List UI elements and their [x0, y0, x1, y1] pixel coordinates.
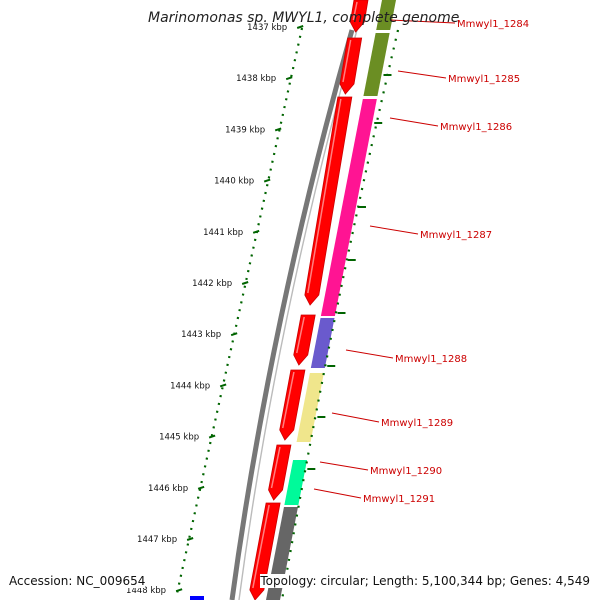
- ruler-tick-label: 1437 kbp: [247, 23, 287, 33]
- ruler-tick-label: 1447 kbp: [137, 535, 177, 545]
- gene-label-mmwyl1_1284: Mmwyl1_1284: [457, 19, 529, 30]
- cds-arrow: [304, 96, 353, 306]
- gene-leader-line: [369, 225, 419, 235]
- cds-arrow: [293, 314, 316, 366]
- gene-leader-line: [389, 117, 439, 127]
- cds-highlight: [281, 371, 295, 429]
- cds-highlight: [270, 446, 281, 489]
- feature-track: [190, 0, 400, 600]
- ruler-tick-label: 1444 kbp: [170, 381, 210, 391]
- gene-leader-line: [397, 70, 447, 79]
- ruler-tick-label: 1442 kbp: [192, 279, 232, 289]
- cds-arrow: [279, 369, 306, 441]
- ruler-dotted-line: [174, 27, 304, 599]
- feature-block: [293, 447, 310, 458]
- cds-highlight: [252, 504, 270, 589]
- cds-highlight: [352, 1, 358, 21]
- gene-leader-line: [313, 488, 362, 499]
- ruler-tick: [230, 332, 238, 337]
- cds-track: [249, 0, 369, 600]
- gene-leader-line: [331, 412, 380, 423]
- feature-block: [320, 99, 377, 316]
- kbp-ruler: 1437 kbp 1438 kbp 1439 kbp 1440 kbp 1441 kbp…: [126, 23, 304, 599]
- gene-label-mmwyl1_1287: Mmwyl1_1287: [420, 230, 492, 241]
- gene-label-mmwyl1_1290: Mmwyl1_1290: [370, 466, 442, 477]
- cds-highlight: [295, 316, 305, 354]
- gene-label-mmwyl1_1288: Mmwyl1_1288: [395, 354, 467, 365]
- ruler-tick-label: 1445 kbp: [159, 433, 199, 443]
- topology-label: Topology: circular; Length: 5,100,344 bp…: [260, 574, 590, 588]
- gene-leader-line: [389, 19, 456, 24]
- ruler-tick: [175, 588, 183, 593]
- ruler-tick: [197, 485, 205, 490]
- blue-marker: [190, 596, 204, 600]
- ruler-tick-label: 1446 kbp: [148, 484, 188, 494]
- cds-highlight: [342, 39, 352, 83]
- ruler-tick: [186, 537, 194, 541]
- ruler-tick: [296, 25, 304, 29]
- ruler-tick: [219, 383, 227, 388]
- gene-label-mmwyl1_1289: Mmwyl1_1289: [381, 418, 453, 429]
- cds-arrow: [249, 502, 281, 600]
- ruler-tick-label: 1440 kbp: [214, 177, 254, 187]
- feature-block: [296, 373, 324, 442]
- gene-label-mmwyl1_1285: Mmwyl1_1285: [448, 74, 520, 85]
- gene-labels: Mmwyl1_1284 Mmwyl1_1285 Mmwyl1_1286 Mmwyl1_…: [313, 19, 529, 505]
- feature-block: [363, 33, 390, 96]
- ruler-tick-label: 1438 kbp: [236, 74, 276, 84]
- outer-tick-track: [280, 29, 400, 600]
- cds-arrow: [349, 0, 369, 33]
- backbone-line: [229, 29, 355, 600]
- ruler-tick: [208, 434, 216, 439]
- map-title: Marinomonas sp. MWYL1, complete genome: [148, 10, 459, 26]
- ruler-tick: [252, 229, 260, 234]
- ruler-tick: [285, 76, 293, 81]
- ruler-tick: [274, 127, 282, 132]
- ruler-tick-label: 1441 kbp: [203, 228, 243, 238]
- ruler-tick-label: 1439 kbp: [225, 125, 265, 135]
- cds-highlight: [307, 98, 342, 294]
- gene-label-mmwyl1_1291: Mmwyl1_1291: [363, 494, 435, 505]
- ruler-tick-label: 1443 kbp: [181, 330, 221, 340]
- accession-label: Accession: NC_009654: [9, 574, 146, 588]
- gene-label-mmwyl1_1286: Mmwyl1_1286: [440, 122, 512, 133]
- ruler-tick-label: 1448 kbp: [126, 586, 166, 596]
- gene-leader-line: [319, 461, 369, 471]
- feature-block: [376, 0, 396, 30]
- feature-block: [310, 318, 335, 368]
- ruler-tick: [241, 281, 249, 285]
- ruler-tick: [263, 178, 271, 183]
- gene-leader-line: [345, 349, 394, 359]
- cds-arrow: [339, 37, 363, 95]
- feature-block: [284, 460, 308, 505]
- cds-arrow: [268, 444, 292, 501]
